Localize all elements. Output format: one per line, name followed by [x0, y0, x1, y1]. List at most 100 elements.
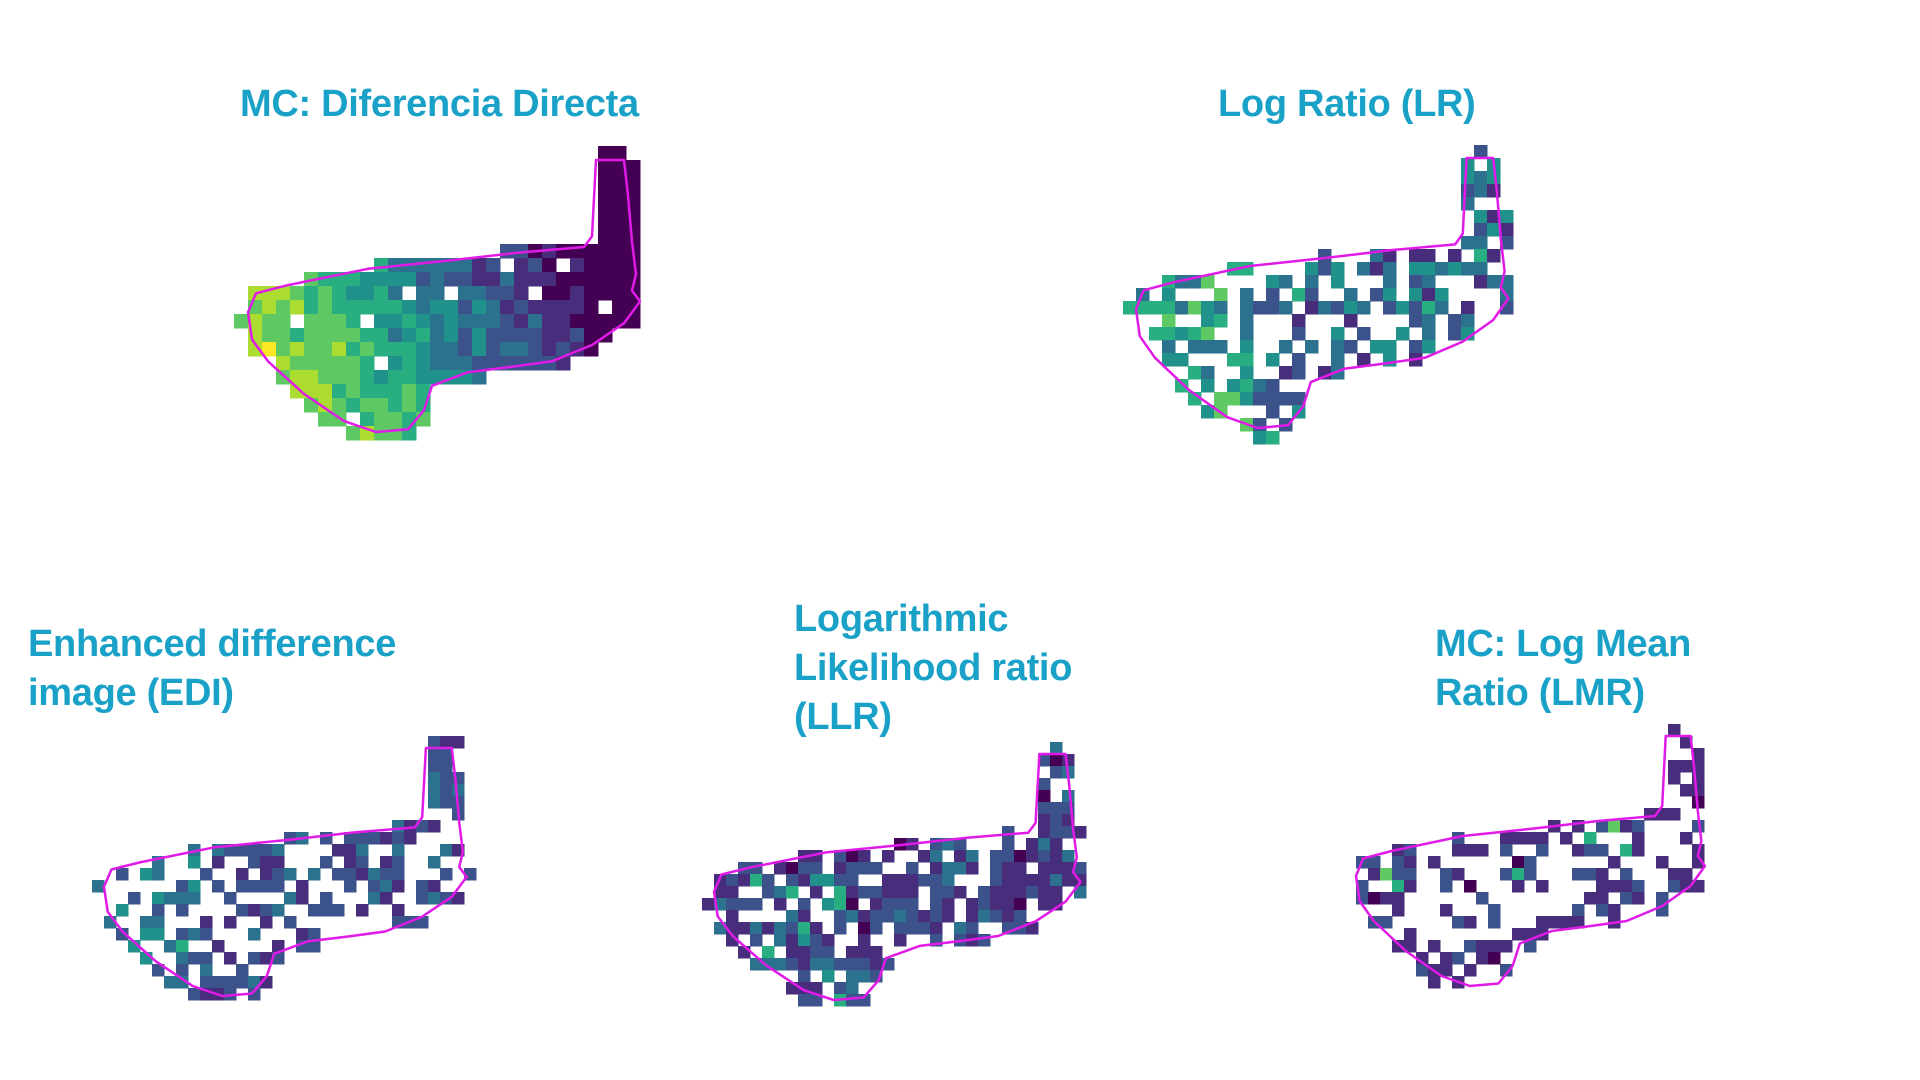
raster-cell — [858, 862, 871, 875]
raster-cell — [1357, 353, 1371, 367]
raster-cell — [1357, 327, 1371, 341]
raster-cell — [834, 862, 847, 875]
raster-cell — [472, 314, 487, 329]
raster-cell — [486, 258, 501, 273]
raster-cell — [612, 286, 627, 301]
raster-cell — [332, 412, 347, 427]
raster-cell — [598, 230, 613, 245]
raster-cell — [374, 314, 389, 329]
raster-cell — [894, 922, 907, 935]
raster-cell — [1123, 301, 1137, 315]
raster-cell — [612, 202, 627, 217]
raster-cell — [1608, 880, 1621, 893]
raster-cell — [472, 370, 487, 385]
raster-cell — [1162, 275, 1176, 289]
raster-cell — [612, 174, 627, 189]
raster-cell — [272, 868, 285, 881]
raster-cell — [368, 868, 381, 881]
raster-cell — [1476, 892, 1489, 905]
raster-cell — [1253, 392, 1267, 406]
raster-cell — [416, 356, 431, 371]
raster-cell — [500, 272, 515, 287]
raster-cell — [798, 898, 811, 911]
raster-cell — [360, 286, 375, 301]
raster-cell — [236, 976, 249, 989]
raster-cell — [430, 342, 445, 357]
raster-cell — [870, 958, 883, 971]
raster-cell — [1188, 366, 1202, 380]
raster-cell — [798, 862, 811, 875]
raster-cell — [570, 314, 585, 329]
raster-cell — [1692, 748, 1705, 761]
raster-cell — [626, 258, 641, 273]
raster-cell — [584, 258, 599, 273]
raster-cell — [514, 300, 529, 315]
raster-cell — [1396, 327, 1410, 341]
raster-cell — [1318, 249, 1332, 263]
raster-cell — [1292, 314, 1306, 328]
raster-cell — [810, 886, 823, 899]
raster-cell — [1074, 874, 1087, 887]
raster-cell — [290, 342, 305, 357]
raster-cell — [1474, 236, 1488, 250]
raster-cell — [1572, 904, 1585, 917]
raster-cell — [200, 988, 213, 1001]
raster-cell — [290, 384, 305, 399]
raster-cell — [284, 892, 297, 905]
raster-cell — [404, 820, 417, 833]
raster-cell — [1050, 886, 1063, 899]
raster-cell — [248, 904, 261, 917]
raster-cell — [834, 886, 847, 899]
raster-cell — [1050, 874, 1063, 887]
raster-cell — [858, 970, 871, 983]
raster-cell — [626, 216, 641, 231]
raster-cell — [430, 328, 445, 343]
raster-cell — [440, 892, 453, 905]
raster-cell — [1536, 916, 1549, 929]
raster-cell — [260, 976, 273, 989]
raster-cell — [430, 272, 445, 287]
raster-cell — [1608, 820, 1621, 833]
raster-cell — [332, 904, 345, 917]
raster-cell — [1292, 353, 1306, 367]
raster-cell — [1524, 856, 1537, 869]
raster-cell — [1227, 379, 1241, 393]
raster-cell — [1240, 366, 1254, 380]
raster-cell — [344, 856, 357, 869]
panel-title-log-ratio: Log Ratio (LR) — [1218, 83, 1476, 125]
raster-cell — [1266, 353, 1280, 367]
raster-cell — [726, 886, 739, 899]
raster-cell — [1266, 405, 1280, 419]
raster-cell — [290, 328, 305, 343]
raster-cell — [1188, 340, 1202, 354]
raster-cell — [810, 946, 823, 959]
raster-cell — [626, 174, 641, 189]
raster-cell — [1370, 249, 1384, 263]
raster-cell — [1266, 379, 1280, 393]
raster-cell — [1632, 844, 1645, 857]
raster-cell — [140, 952, 153, 965]
raster-cell — [556, 244, 571, 259]
raster-cell — [1074, 886, 1087, 899]
raster-cell — [1002, 874, 1015, 887]
raster-cell — [1002, 886, 1015, 899]
raster-cell — [1596, 820, 1609, 833]
raster-cell — [1383, 249, 1397, 263]
raster-cell — [1668, 808, 1681, 821]
raster-cell — [388, 286, 403, 301]
raster-cell — [304, 272, 319, 287]
raster-cell — [248, 286, 263, 301]
raster-cell — [392, 856, 405, 869]
raster-cell — [930, 850, 943, 863]
raster-cell — [584, 342, 599, 357]
raster-cell — [92, 880, 105, 893]
raster-cell — [514, 328, 529, 343]
raster-cell — [152, 916, 165, 929]
raster-cell — [1002, 850, 1015, 863]
raster-cell — [1266, 288, 1280, 302]
raster-cell — [380, 868, 393, 881]
raster-cell — [440, 772, 453, 785]
raster-cell — [1392, 892, 1405, 905]
raster-cell — [798, 934, 811, 947]
raster-cell — [1002, 922, 1015, 935]
